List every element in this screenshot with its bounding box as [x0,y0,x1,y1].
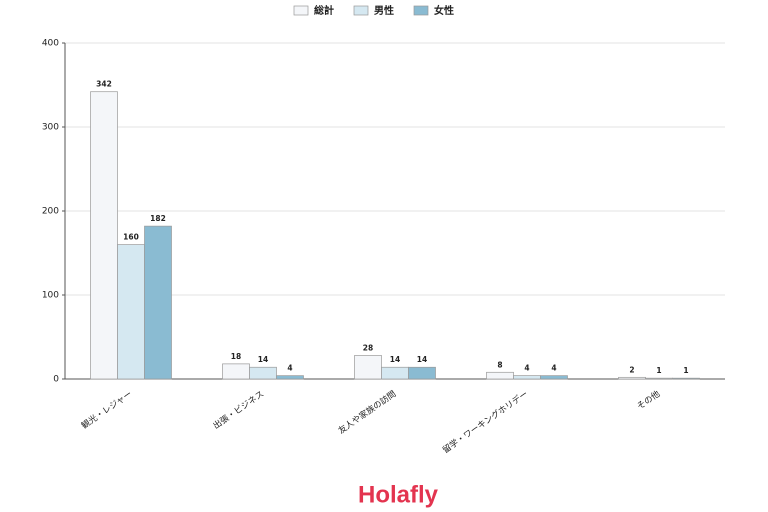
value-label: 160 [123,233,139,242]
value-label: 14 [390,355,400,364]
y-tick-label: 0 [53,375,59,385]
bar [276,375,304,380]
bar [486,371,514,380]
legend-swatch [293,5,309,16]
bar [144,225,172,380]
value-label: 4 [551,364,556,373]
legend-label: 男性 [374,4,394,17]
value-label: 14 [417,355,427,364]
bar [513,375,541,380]
brand-logo: Holafly [358,481,439,508]
value-label: 2 [629,365,634,374]
bar [249,366,277,380]
bar [222,363,250,380]
bar [354,355,382,380]
value-label: 14 [258,355,268,364]
bar [645,377,673,380]
legend-swatch [353,5,369,16]
legend-label: 総計 [314,4,334,17]
bar [540,375,568,380]
bar [381,366,409,380]
x-tick-label: 友人や家族の訪問 [336,388,398,436]
legend-swatch [413,5,429,16]
bar [408,366,436,380]
legend-label: 女性 [434,4,454,17]
value-label: 4 [287,364,292,373]
y-tick-label: 300 [42,123,59,133]
bar [672,377,700,380]
legend: 総計 男性 女性 [293,4,454,17]
bar [90,91,118,380]
value-label: 8 [497,360,502,369]
x-tick-label: 出張・ビジネス [211,388,266,431]
y-tick-label: 200 [42,207,59,217]
value-label: 182 [150,214,166,223]
value-label: 18 [231,352,241,361]
value-label: 4 [524,364,529,373]
value-label: 1 [656,366,661,375]
bar [117,244,145,380]
x-tick-label: 留学・ワーキングホリデー [440,388,530,455]
bar [618,376,646,380]
y-tick-label: 400 [42,39,59,49]
x-tick-label: 観光・レジャー [79,388,134,431]
value-label: 1 [683,366,688,375]
x-tick-label: その他 [635,388,663,412]
value-label: 28 [363,343,373,352]
y-tick-label: 100 [42,291,59,301]
value-label: 342 [96,80,112,89]
